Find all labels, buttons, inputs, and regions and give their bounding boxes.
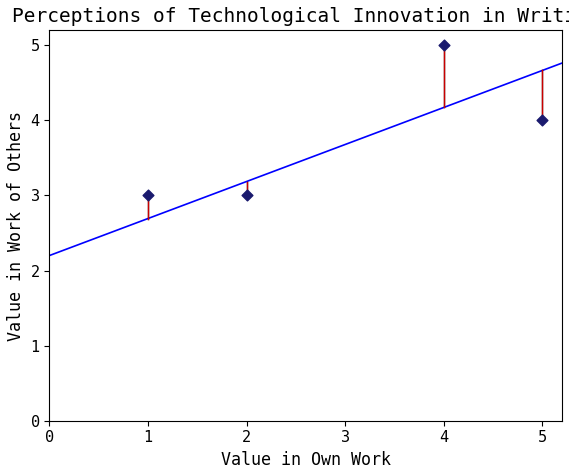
Point [439, 41, 448, 49]
Title: Perceptions of Technological Innovation in Writing: Perceptions of Technological Innovation … [12, 7, 569, 26]
X-axis label: Value in Own Work: Value in Own Work [221, 451, 391, 469]
Point [538, 117, 547, 124]
Point [143, 192, 152, 199]
Y-axis label: Value in Work of Others: Value in Work of Others [7, 110, 25, 340]
Point [242, 192, 251, 199]
